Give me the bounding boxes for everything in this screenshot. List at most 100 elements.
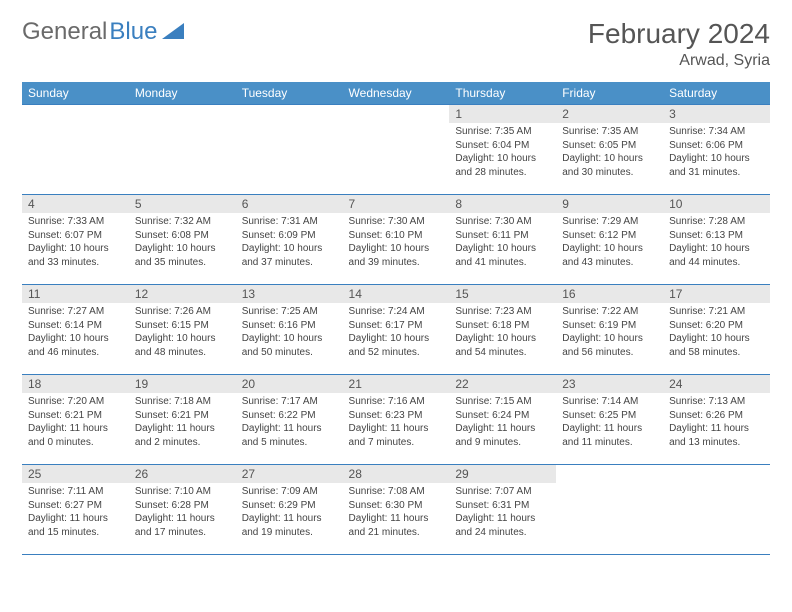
- daylight-text: Daylight: 10 hours and 35 minutes.: [135, 242, 230, 269]
- sunset-text: Sunset: 6:28 PM: [135, 499, 230, 513]
- day-body: Sunrise: 7:30 AMSunset: 6:11 PMDaylight:…: [449, 213, 556, 271]
- location: Arwad, Syria: [588, 52, 770, 70]
- day-body: Sunrise: 7:09 AMSunset: 6:29 PMDaylight:…: [236, 483, 343, 541]
- day-header-row: Sunday Monday Tuesday Wednesday Thursday…: [22, 82, 770, 105]
- day-cell: 26Sunrise: 7:10 AMSunset: 6:28 PMDayligh…: [129, 465, 236, 555]
- sunrise-text: Sunrise: 7:31 AM: [242, 215, 337, 229]
- day-number: 15: [449, 285, 556, 303]
- day-cell: 8Sunrise: 7:30 AMSunset: 6:11 PMDaylight…: [449, 195, 556, 285]
- day-number: 28: [343, 465, 450, 483]
- sunset-text: Sunset: 6:31 PM: [455, 499, 550, 513]
- sunrise-text: Sunrise: 7:33 AM: [28, 215, 123, 229]
- sunrise-text: Sunrise: 7:26 AM: [135, 305, 230, 319]
- day-cell: [556, 465, 663, 555]
- day-number: 24: [663, 375, 770, 393]
- day-body: Sunrise: 7:32 AMSunset: 6:08 PMDaylight:…: [129, 213, 236, 271]
- daylight-text: Daylight: 10 hours and 37 minutes.: [242, 242, 337, 269]
- sunset-text: Sunset: 6:07 PM: [28, 229, 123, 243]
- day-body: Sunrise: 7:15 AMSunset: 6:24 PMDaylight:…: [449, 393, 556, 451]
- sunset-text: Sunset: 6:30 PM: [349, 499, 444, 513]
- daylight-text: Daylight: 11 hours and 5 minutes.: [242, 422, 337, 449]
- day-body: Sunrise: 7:25 AMSunset: 6:16 PMDaylight:…: [236, 303, 343, 361]
- day-body: Sunrise: 7:28 AMSunset: 6:13 PMDaylight:…: [663, 213, 770, 271]
- day-body: Sunrise: 7:27 AMSunset: 6:14 PMDaylight:…: [22, 303, 129, 361]
- day-header: Wednesday: [343, 82, 450, 105]
- sunrise-text: Sunrise: 7:08 AM: [349, 485, 444, 499]
- day-cell: 20Sunrise: 7:17 AMSunset: 6:22 PMDayligh…: [236, 375, 343, 465]
- day-cell: 18Sunrise: 7:20 AMSunset: 6:21 PMDayligh…: [22, 375, 129, 465]
- daylight-text: Daylight: 11 hours and 7 minutes.: [349, 422, 444, 449]
- sunrise-text: Sunrise: 7:21 AM: [669, 305, 764, 319]
- day-cell: 6Sunrise: 7:31 AMSunset: 6:09 PMDaylight…: [236, 195, 343, 285]
- day-body: Sunrise: 7:29 AMSunset: 6:12 PMDaylight:…: [556, 213, 663, 271]
- day-header: Sunday: [22, 82, 129, 105]
- sunrise-text: Sunrise: 7:35 AM: [562, 125, 657, 139]
- day-number: 11: [22, 285, 129, 303]
- day-cell: 14Sunrise: 7:24 AMSunset: 6:17 PMDayligh…: [343, 285, 450, 375]
- sunrise-text: Sunrise: 7:09 AM: [242, 485, 337, 499]
- daylight-text: Daylight: 10 hours and 56 minutes.: [562, 332, 657, 359]
- day-body: Sunrise: 7:17 AMSunset: 6:22 PMDaylight:…: [236, 393, 343, 451]
- week-row: 4Sunrise: 7:33 AMSunset: 6:07 PMDaylight…: [22, 195, 770, 285]
- sunrise-text: Sunrise: 7:30 AM: [349, 215, 444, 229]
- day-cell: 4Sunrise: 7:33 AMSunset: 6:07 PMDaylight…: [22, 195, 129, 285]
- day-body: Sunrise: 7:26 AMSunset: 6:15 PMDaylight:…: [129, 303, 236, 361]
- sunset-text: Sunset: 6:08 PM: [135, 229, 230, 243]
- day-number: 6: [236, 195, 343, 213]
- day-cell: [236, 105, 343, 195]
- daylight-text: Daylight: 10 hours and 58 minutes.: [669, 332, 764, 359]
- sunrise-text: Sunrise: 7:13 AM: [669, 395, 764, 409]
- sunset-text: Sunset: 6:22 PM: [242, 409, 337, 423]
- day-header: Friday: [556, 82, 663, 105]
- day-body: Sunrise: 7:14 AMSunset: 6:25 PMDaylight:…: [556, 393, 663, 451]
- day-body: Sunrise: 7:11 AMSunset: 6:27 PMDaylight:…: [22, 483, 129, 541]
- day-cell: 21Sunrise: 7:16 AMSunset: 6:23 PMDayligh…: [343, 375, 450, 465]
- sunrise-text: Sunrise: 7:15 AM: [455, 395, 550, 409]
- day-body: Sunrise: 7:10 AMSunset: 6:28 PMDaylight:…: [129, 483, 236, 541]
- daylight-text: Daylight: 10 hours and 50 minutes.: [242, 332, 337, 359]
- sunrise-text: Sunrise: 7:28 AM: [669, 215, 764, 229]
- day-body: Sunrise: 7:21 AMSunset: 6:20 PMDaylight:…: [663, 303, 770, 361]
- sunset-text: Sunset: 6:12 PM: [562, 229, 657, 243]
- day-cell: 29 Sunrise: 7:07 AMSunset: 6:31 PMDayligh…: [449, 465, 556, 555]
- header: General Blue February 2024 Arwad, Syria: [22, 18, 770, 70]
- sunset-text: Sunset: 6:16 PM: [242, 319, 337, 333]
- sunrise-text: Sunrise: 7:32 AM: [135, 215, 230, 229]
- sunrise-text: Sunrise: 7:30 AM: [455, 215, 550, 229]
- day-number: 14: [343, 285, 450, 303]
- day-number: 20: [236, 375, 343, 393]
- day-cell: 17Sunrise: 7:21 AMSunset: 6:20 PMDayligh…: [663, 285, 770, 375]
- day-header: Tuesday: [236, 82, 343, 105]
- sunset-text: Sunset: 6:13 PM: [669, 229, 764, 243]
- day-number: 27: [236, 465, 343, 483]
- week-row: 11Sunrise: 7:27 AMSunset: 6:14 PMDayligh…: [22, 285, 770, 375]
- sunset-text: Sunset: 6:23 PM: [349, 409, 444, 423]
- daylight-text: Daylight: 11 hours and 24 minutes.: [455, 512, 550, 539]
- sunset-text: Sunset: 6:19 PM: [562, 319, 657, 333]
- day-number: 7: [343, 195, 450, 213]
- sunrise-text: Sunrise: 7:11 AM: [28, 485, 123, 499]
- sunset-text: Sunset: 6:10 PM: [349, 229, 444, 243]
- day-cell: 28Sunrise: 7:08 AMSunset: 6:30 PMDayligh…: [343, 465, 450, 555]
- sunset-text: Sunset: 6:29 PM: [242, 499, 337, 513]
- day-cell: 11Sunrise: 7:27 AMSunset: 6:14 PMDayligh…: [22, 285, 129, 375]
- sunrise-text: Sunrise: 7:14 AM: [562, 395, 657, 409]
- sunrise-text: Sunrise: 7:07 AM: [455, 485, 550, 499]
- sunset-text: Sunset: 6:06 PM: [669, 139, 764, 153]
- day-body: Sunrise: 7:13 AMSunset: 6:26 PMDaylight:…: [663, 393, 770, 451]
- day-body: Sunrise: 7:35 AMSunset: 6:04 PMDaylight:…: [449, 123, 556, 181]
- sunset-text: Sunset: 6:26 PM: [669, 409, 764, 423]
- day-number: 29: [449, 465, 556, 483]
- day-cell: [663, 465, 770, 555]
- day-header: Thursday: [449, 82, 556, 105]
- sunrise-text: Sunrise: 7:35 AM: [455, 125, 550, 139]
- daylight-text: Daylight: 10 hours and 33 minutes.: [28, 242, 123, 269]
- sunset-text: Sunset: 6:20 PM: [669, 319, 764, 333]
- daylight-text: Daylight: 11 hours and 0 minutes.: [28, 422, 123, 449]
- logo-text-blue: Blue: [109, 18, 157, 46]
- calendar-table: Sunday Monday Tuesday Wednesday Thursday…: [22, 82, 770, 555]
- day-number: 26: [129, 465, 236, 483]
- daylight-text: Daylight: 10 hours and 30 minutes.: [562, 152, 657, 179]
- day-number: 13: [236, 285, 343, 303]
- day-number: 5: [129, 195, 236, 213]
